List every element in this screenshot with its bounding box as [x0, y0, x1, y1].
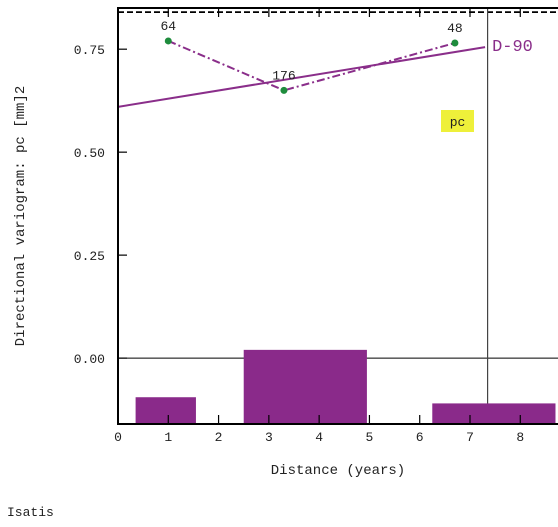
histogram-bar	[243, 349, 367, 424]
variable-badge-background	[441, 110, 474, 132]
histogram-bar	[135, 397, 196, 424]
variable-badge: pc	[441, 110, 474, 132]
y-tick-label: 0.75	[74, 43, 105, 58]
x-tick-label: 1	[164, 430, 172, 445]
x-tick-label: 7	[466, 430, 474, 445]
experimental-line	[167, 40, 456, 92]
plot-frame	[117, 7, 558, 425]
experimental-point	[280, 86, 288, 94]
pair-count-label: 176	[272, 68, 295, 83]
model-line	[117, 46, 486, 108]
y-axis-label: Directional variogram: pc [mm]2	[13, 86, 29, 346]
pair-count-label: 64	[160, 19, 176, 34]
x-tick-label: 3	[265, 430, 273, 445]
x-tick-label: 8	[516, 430, 524, 445]
y-tick-label: 0.00	[74, 352, 105, 367]
pair-count-label: 48	[447, 21, 463, 36]
y-tick-label: 0.25	[74, 249, 105, 264]
tick-labels: 0 1 2 3 4 5 6 7 8 0.00 0.25 0.50 0.75	[74, 43, 524, 445]
x-tick-label: 4	[315, 430, 323, 445]
y-tick-label: 0.50	[74, 146, 105, 161]
experimental-variogram: 64 176 48	[160, 19, 463, 94]
x-tick-label: 2	[215, 430, 223, 445]
x-tick-label: 5	[366, 430, 374, 445]
experimental-point	[164, 37, 172, 45]
histogram	[135, 349, 556, 424]
experimental-point	[451, 39, 459, 47]
model-variogram	[117, 46, 486, 108]
x-tick-label: 0	[114, 430, 122, 445]
histogram-bar	[432, 403, 556, 424]
x-axis-label: Distance (years)	[271, 463, 405, 479]
axis-ticks	[117, 8, 521, 424]
brand-label: Isatis	[7, 505, 54, 520]
x-tick-label: 6	[416, 430, 424, 445]
direction-label: D-90	[492, 38, 533, 57]
variable-badge-text: pc	[450, 115, 466, 130]
